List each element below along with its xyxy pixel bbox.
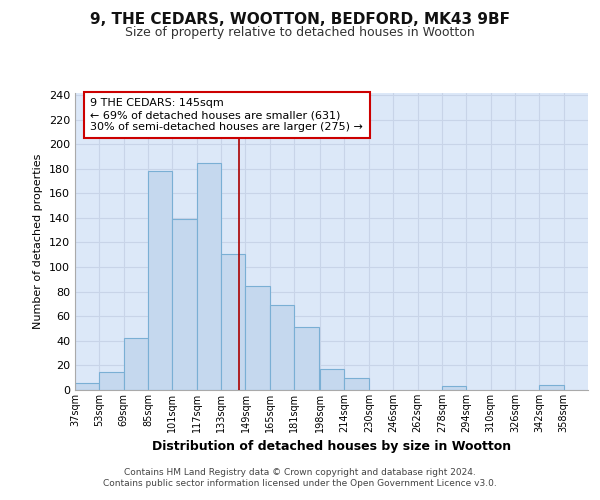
X-axis label: Distribution of detached houses by size in Wootton: Distribution of detached houses by size … [152, 440, 511, 454]
Bar [148, 171, 172, 390]
Text: 9 THE CEDARS: 145sqm
← 69% of detached houses are smaller (631)
30% of semi-deta: 9 THE CEDARS: 145sqm ← 69% of detached h… [91, 98, 363, 132]
Bar [270, 305, 294, 390]
Bar [539, 385, 563, 390]
Bar [75, 382, 100, 390]
Bar [344, 378, 369, 390]
Text: Contains HM Land Registry data © Crown copyright and database right 2024.
Contai: Contains HM Land Registry data © Crown c… [103, 468, 497, 487]
Bar [197, 162, 221, 390]
Bar [221, 254, 245, 390]
Bar [245, 286, 270, 390]
Y-axis label: Number of detached properties: Number of detached properties [34, 154, 43, 329]
Bar [294, 328, 319, 390]
Bar [124, 338, 148, 390]
Text: 9, THE CEDARS, WOOTTON, BEDFORD, MK43 9BF: 9, THE CEDARS, WOOTTON, BEDFORD, MK43 9B… [90, 12, 510, 28]
Bar [172, 219, 197, 390]
Bar [100, 372, 124, 390]
Text: Size of property relative to detached houses in Wootton: Size of property relative to detached ho… [125, 26, 475, 39]
Bar [442, 386, 466, 390]
Bar [320, 369, 344, 390]
